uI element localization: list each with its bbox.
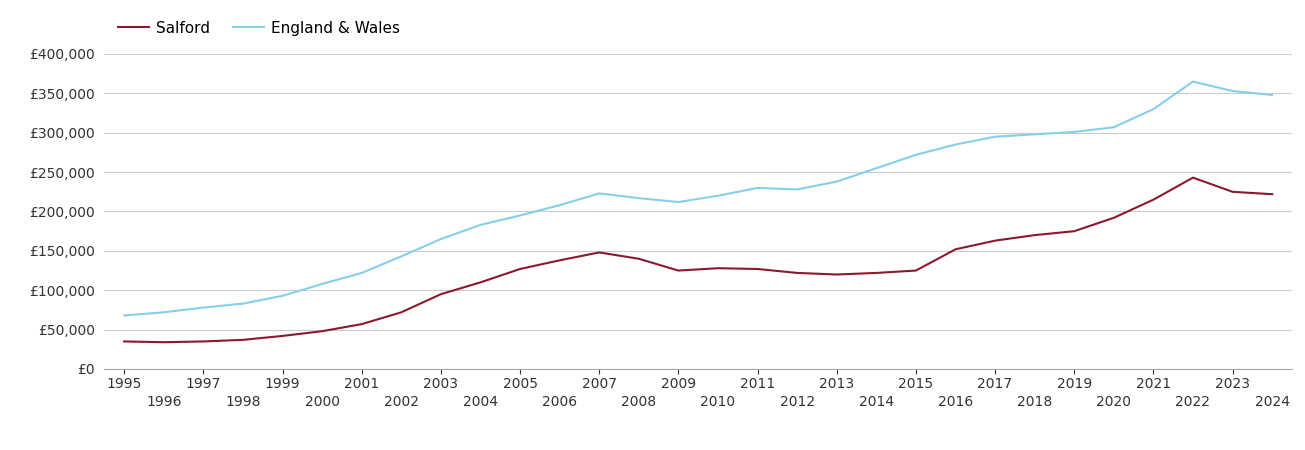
England & Wales — [315, 281, 330, 287]
Salford — [1185, 175, 1201, 180]
Salford — [155, 339, 171, 345]
England & Wales — [1027, 131, 1043, 137]
England & Wales — [710, 193, 726, 198]
England & Wales — [632, 195, 647, 201]
Salford — [947, 247, 963, 252]
Salford — [552, 257, 568, 263]
England & Wales — [1185, 79, 1201, 84]
England & Wales — [1146, 106, 1161, 112]
Salford — [749, 266, 765, 272]
Salford — [1066, 229, 1082, 234]
Salford — [1224, 189, 1240, 194]
England & Wales — [947, 142, 963, 147]
Salford — [1027, 232, 1043, 238]
Salford — [196, 339, 211, 344]
England & Wales — [235, 301, 251, 306]
England & Wales — [552, 202, 568, 208]
Salford — [868, 270, 883, 275]
England & Wales — [116, 313, 132, 318]
England & Wales — [908, 152, 924, 158]
Salford — [790, 270, 805, 275]
Salford — [393, 310, 408, 315]
England & Wales — [591, 191, 607, 196]
Salford — [315, 328, 330, 334]
England & Wales — [275, 293, 291, 298]
Salford — [671, 268, 686, 273]
England & Wales — [354, 270, 369, 275]
Salford — [632, 256, 647, 261]
Salford — [472, 279, 488, 285]
Salford — [433, 292, 449, 297]
England & Wales — [1224, 88, 1240, 94]
England & Wales — [671, 199, 686, 205]
Salford — [988, 238, 1004, 243]
Salford — [908, 268, 924, 273]
England & Wales — [829, 179, 844, 184]
Salford — [829, 272, 844, 277]
England & Wales — [196, 305, 211, 310]
Salford — [512, 266, 527, 272]
Salford — [1146, 197, 1161, 202]
Salford — [1105, 215, 1121, 220]
Line: Salford: Salford — [124, 178, 1272, 342]
Salford — [116, 339, 132, 344]
England & Wales — [1265, 92, 1280, 98]
England & Wales — [393, 254, 408, 259]
England & Wales — [790, 187, 805, 192]
Salford — [235, 337, 251, 342]
Salford — [1265, 191, 1280, 197]
England & Wales — [868, 166, 883, 171]
England & Wales — [472, 222, 488, 228]
Salford — [354, 321, 369, 327]
England & Wales — [988, 134, 1004, 140]
England & Wales — [1066, 129, 1082, 135]
Salford — [710, 266, 726, 271]
England & Wales — [512, 213, 527, 218]
England & Wales — [749, 185, 765, 190]
Salford — [591, 250, 607, 255]
England & Wales — [155, 310, 171, 315]
Salford — [275, 333, 291, 338]
Legend: Salford, England & Wales: Salford, England & Wales — [112, 14, 407, 41]
England & Wales — [1105, 125, 1121, 130]
England & Wales — [433, 236, 449, 242]
Line: England & Wales: England & Wales — [124, 81, 1272, 315]
